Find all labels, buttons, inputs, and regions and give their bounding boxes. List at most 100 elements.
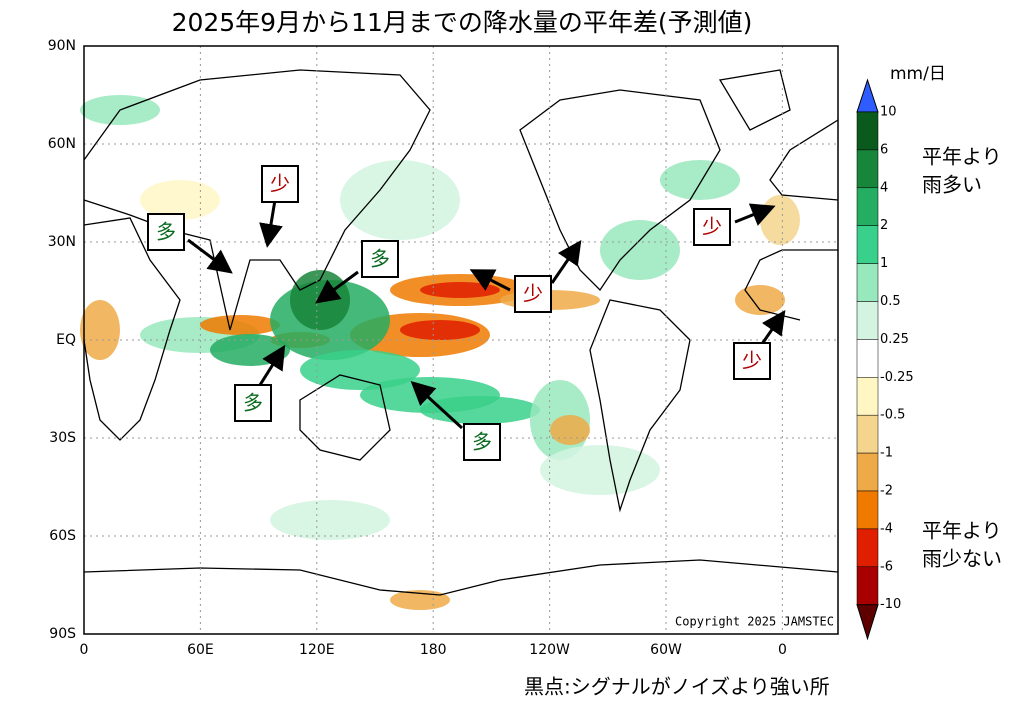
- annotation-arrow: [410, 380, 464, 430]
- colorbar-segment: [856, 414, 879, 454]
- y-tick-label: 90S: [49, 626, 76, 642]
- x-tick-label: 60E: [187, 642, 214, 658]
- colorbar-segment: [856, 377, 879, 416]
- annotation-arrow: [550, 240, 582, 284]
- title: 2025年9月から11月までの降水量の平年差(予測値): [172, 8, 753, 37]
- copyright: Copyright 2025 JAMSTEC: [675, 615, 834, 629]
- coastline: [519, 89, 721, 292]
- x-tick-label: 0: [778, 642, 787, 658]
- annotation-arrow: [734, 203, 776, 226]
- y-tick-label: 30N: [48, 234, 76, 250]
- annotation-box: [733, 342, 771, 380]
- coastline: [718, 69, 791, 131]
- annotation-label: 多: [472, 430, 492, 454]
- colorbar-segment: [856, 566, 879, 605]
- annotation-box: [693, 208, 731, 246]
- precip-anomaly: [420, 282, 500, 298]
- precip-anomaly: [340, 160, 460, 240]
- coastline: [83, 559, 839, 596]
- colorbar-segment: [856, 149, 879, 189]
- colorbar-segment: [856, 528, 879, 568]
- legend-dry: 平年より: [922, 519, 1002, 543]
- colorbar-label: 6: [880, 142, 888, 157]
- precip-anomaly: [660, 160, 740, 200]
- colorbar-segment: [856, 339, 879, 378]
- colorbar-top-triangle: [856, 78, 879, 113]
- colorbar-segment: [856, 452, 879, 492]
- precip-anomaly: [300, 350, 420, 390]
- colorbar-unit: mm/日: [890, 64, 946, 84]
- precip-anomaly: [400, 320, 480, 340]
- legend-wet: 雨多い: [922, 173, 982, 197]
- annotation-label: 少: [270, 172, 290, 196]
- x-tick-label: 120E: [299, 642, 335, 658]
- annotation-label: 多: [370, 247, 390, 271]
- colorbar-label: -6: [880, 559, 893, 574]
- y-tick-label: 60N: [48, 136, 76, 152]
- annotation-box: [234, 384, 272, 422]
- annotation-arrow: [187, 238, 233, 274]
- annotation-arrow: [469, 269, 511, 292]
- y-tick-label: 60S: [49, 528, 76, 544]
- map-area: [80, 46, 839, 634]
- coastline: [589, 299, 691, 513]
- coastline: [769, 119, 839, 201]
- annotation-arrow: [760, 310, 786, 345]
- colorbar-segment: [856, 301, 879, 340]
- colorbar-label: -0.5: [880, 408, 905, 423]
- x-tick-label: 60W: [650, 642, 682, 658]
- y-tick-label: 90N: [48, 38, 76, 54]
- precip-anomaly: [600, 220, 680, 280]
- y-tick-label: 30S: [49, 430, 76, 446]
- footnote: 黒点:シグナルがノイズより強い所: [524, 675, 830, 699]
- annotation-arrow: [259, 199, 283, 248]
- colorbar-label: -0.25: [880, 370, 914, 385]
- annotation-label: 多: [156, 220, 176, 244]
- colorbar-label: 0.5: [880, 294, 901, 309]
- annotation-box: [514, 275, 552, 313]
- legend-dry: 雨少ない: [922, 547, 1002, 571]
- colorbar-segment: [856, 111, 879, 151]
- colorbar-label: 1: [880, 256, 888, 271]
- annotation-box: [361, 240, 399, 278]
- colorbar-label: -2: [880, 484, 893, 499]
- precip-anomaly: [270, 500, 390, 540]
- annotation-label: 少: [742, 349, 762, 373]
- colorbar-label: 10: [880, 105, 897, 120]
- coastline: [83, 69, 431, 331]
- colorbar-label: -4: [880, 521, 893, 536]
- coastline: [83, 217, 181, 441]
- colorbar-label: 2: [880, 218, 888, 233]
- x-tick-label: 120W: [529, 642, 570, 658]
- annotation-label: 少: [702, 215, 722, 239]
- annotation-box: [147, 213, 185, 251]
- precip-anomaly: [80, 300, 120, 360]
- x-tick-label: 180: [420, 642, 447, 658]
- precip-anomaly: [210, 334, 290, 366]
- colorbar-segment: [856, 225, 879, 264]
- colorbar-label: -1: [880, 446, 893, 461]
- annotation-arrow: [258, 344, 286, 386]
- annotation-box: [463, 423, 501, 461]
- precip-anomaly: [550, 415, 590, 445]
- x-tick-label: 0: [80, 642, 89, 658]
- annotation-label: 多: [243, 391, 263, 415]
- precip-anomaly: [540, 445, 660, 495]
- colorbar-bottom-triangle: [856, 604, 879, 641]
- colorbar-label: 4: [880, 180, 888, 195]
- legend-wet: 平年より: [922, 145, 1002, 169]
- coastline: [299, 374, 391, 461]
- annotation-box: [261, 165, 299, 203]
- map-frame: [83, 45, 839, 635]
- precip-anomaly: [200, 315, 280, 335]
- annotation-arrow: [315, 270, 359, 304]
- y-tick-label: EQ: [56, 332, 76, 348]
- colorbar-label: 0.25: [880, 332, 909, 347]
- colorbar-segment: [856, 490, 879, 530]
- precip-anomaly: [760, 195, 800, 245]
- annotation-label: 少: [523, 282, 543, 306]
- colorbar-segment: [856, 263, 879, 302]
- precip-anomaly: [420, 396, 540, 424]
- colorbar-segment: [856, 187, 879, 226]
